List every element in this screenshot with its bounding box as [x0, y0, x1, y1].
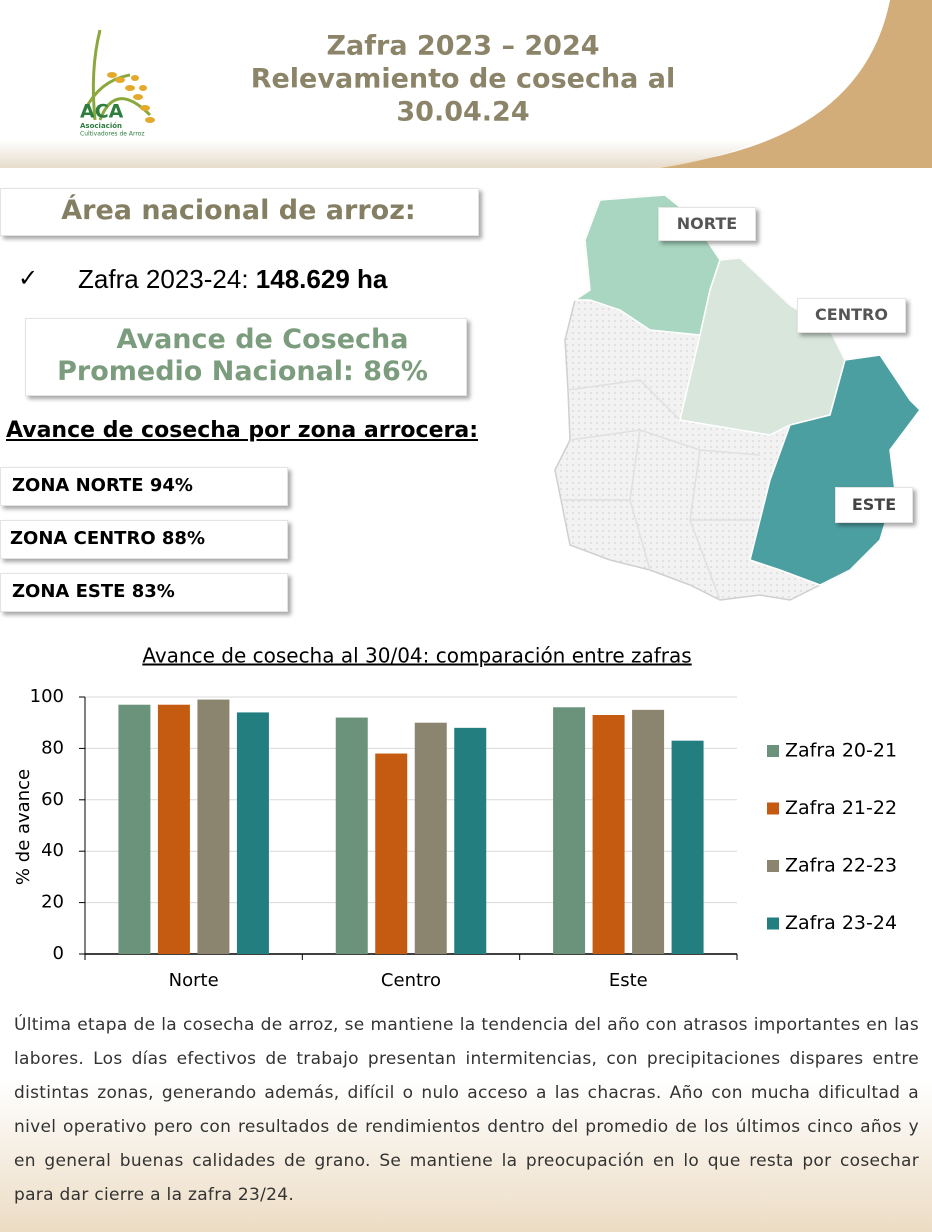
map-label: NORTE — [676, 214, 738, 233]
map-label-box — [797, 298, 906, 333]
bar — [671, 740, 704, 954]
header-curve-light — [640, 0, 890, 168]
y-tick-label: 40 — [41, 840, 64, 861]
map-este — [749, 354, 921, 586]
average-line: Avance de Cosecha — [116, 324, 409, 355]
legend-swatch — [767, 917, 779, 930]
y-tick-label: 0 — [53, 943, 64, 964]
x-tick-label: Este — [609, 970, 648, 991]
title-line: Relevamiento de cosecha al — [251, 64, 676, 95]
area-line: Zafra 2023-24: 148.629 ha — [78, 264, 387, 295]
area-heading: Área nacional de arroz: — [61, 195, 416, 226]
y-tick-label: 80 — [41, 737, 64, 758]
x-tick-label: Centro — [381, 970, 441, 991]
chart: Avance de cosecha al 30/04: comparación … — [13, 644, 897, 992]
title-line: 30.04.24 — [396, 97, 529, 128]
legend-swatch — [767, 802, 779, 815]
map-label-box — [658, 207, 756, 241]
area-label: Zafra 2023-24: — [78, 264, 249, 294]
bar — [118, 704, 151, 954]
logo-subtitle: Asociación — [80, 122, 122, 130]
bar — [414, 722, 447, 954]
bar — [553, 707, 586, 954]
map-label: ESTE — [851, 495, 897, 514]
map-label-box — [835, 487, 913, 523]
area-value: 148.629 ha — [255, 264, 388, 294]
logo-subtitle: Cultivadores de Arroz — [80, 131, 144, 138]
zones-heading: Avance de cosecha por zona arrocera: — [6, 418, 478, 443]
legend-label: Zafra 22-23 — [785, 855, 897, 877]
bar — [157, 704, 190, 954]
map-borders — [560, 379, 761, 601]
bar — [454, 727, 487, 954]
legend-swatch — [767, 745, 779, 757]
chart-title: Avance de cosecha al 30/04: comparación … — [142, 644, 691, 668]
logo-name: ACA — [80, 101, 124, 123]
footer-band — [0, 1080, 932, 1232]
bullet: ✓ — [18, 264, 39, 292]
note: Última etapa de la cosecha de arroz, se … — [14, 1015, 919, 1205]
legend-label: Zafra 21-22 — [785, 797, 897, 819]
average-box — [25, 318, 467, 396]
zone-item: ZONA ESTE 83% — [12, 581, 175, 602]
bar — [375, 753, 408, 954]
y-tick-label: 20 — [41, 892, 64, 913]
zone-box — [0, 520, 288, 559]
y-axis-label: % de avance — [13, 769, 34, 885]
zone-item: ZONA NORTE 94% — [12, 475, 193, 496]
average-text: Avance de Cosecha Promedio Nacional: 86% — [25, 324, 500, 388]
bar — [592, 714, 625, 954]
area-box — [0, 188, 479, 236]
legend-swatch — [767, 860, 779, 872]
zone-box — [0, 467, 288, 506]
zone-box — [0, 573, 288, 612]
bar — [632, 709, 665, 954]
legend-label: Zafra 23-24 — [785, 912, 897, 934]
logo-grains — [107, 72, 155, 123]
y-tick-label: 60 — [41, 789, 64, 810]
zone-item: ZONA CENTRO 88% — [10, 528, 205, 549]
x-tick-label: Norte — [169, 970, 219, 991]
average-line: Promedio Nacional: 86% — [57, 356, 428, 387]
bar — [236, 712, 269, 954]
bar — [335, 717, 368, 954]
y-tick-label: 100 — [30, 686, 64, 707]
header-curve — [640, 0, 932, 168]
map-label: CENTRO — [815, 305, 888, 324]
map — [554, 194, 921, 601]
bar — [197, 699, 230, 954]
legend-label: Zafra 20-21 — [785, 740, 897, 762]
title-line: Zafra 2023 – 2024 — [326, 31, 599, 62]
